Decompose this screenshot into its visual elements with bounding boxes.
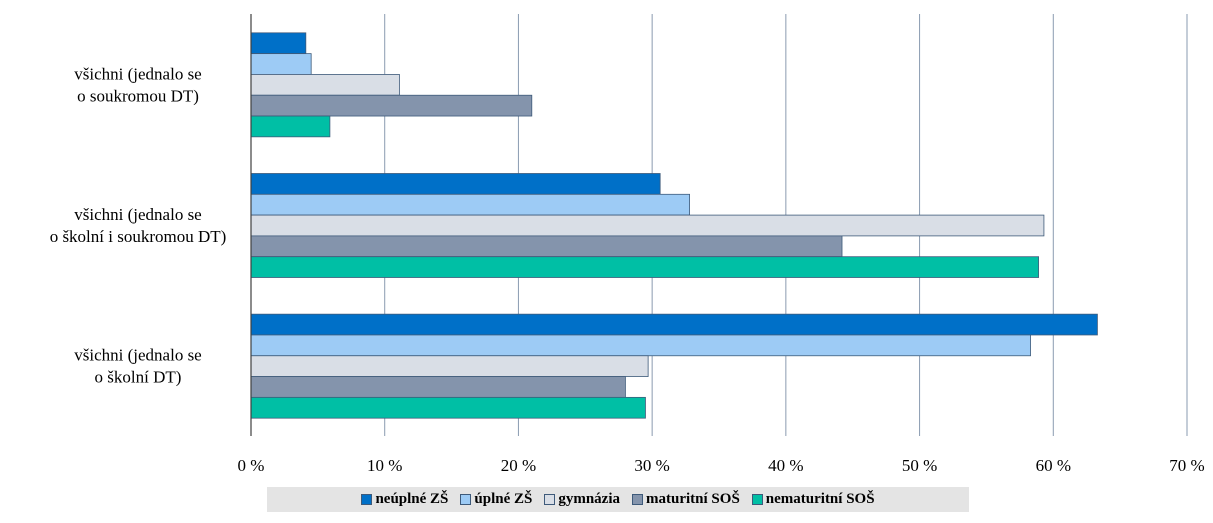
legend-swatch	[361, 494, 373, 505]
bar	[250, 334, 1031, 357]
legend-label: gymnázia	[558, 491, 621, 507]
category-label-line: o školní i soukromou DT)	[50, 227, 227, 246]
x-tick-label: 0 %	[238, 456, 265, 475]
legend-item: úplné ZŠ	[460, 491, 532, 508]
bar	[250, 94, 533, 117]
legend-swatch	[632, 494, 644, 505]
legend-label: úplné ZŠ	[474, 491, 533, 507]
x-tick-label: 10 %	[367, 456, 402, 475]
x-tick-label: 30 %	[634, 456, 669, 475]
bar	[250, 376, 626, 398]
bar	[250, 32, 307, 55]
bars	[250, 32, 1098, 419]
bar	[250, 396, 646, 419]
x-tick-label: 50 %	[902, 456, 937, 475]
legend-label: nematuritní SOŠ	[765, 491, 875, 507]
category-label-line: o školní DT)	[95, 368, 182, 387]
x-tick-label: 40 %	[768, 456, 803, 475]
x-tick-label: 60 %	[1036, 456, 1071, 475]
bar	[250, 53, 312, 75]
category-label-line: o soukromou DT)	[77, 86, 199, 105]
x-tick-labels: 0 % 10 % 20 % 30 % 40 % 50 % 60 % 70 %	[238, 456, 1205, 475]
category-label: všichni (jednalo se o školní i soukromou …	[50, 205, 227, 246]
legend-item: maturitní SOŠ	[632, 491, 740, 508]
category-label: všichni (jednalo se o soukromou DT)	[74, 64, 201, 105]
category-label-line: všichni (jednalo se	[74, 346, 201, 365]
legend-swatch	[460, 494, 472, 505]
bar	[250, 256, 1039, 278]
category-label: všichni (jednalo se o školní DT)	[74, 346, 201, 387]
category-labels: všichni (jednalo se o soukromou DT)všichn…	[50, 64, 227, 386]
bar	[250, 173, 661, 195]
legend-swatch	[544, 494, 556, 505]
x-tick-label: 70 %	[1169, 456, 1204, 475]
category-label-line: všichni (jednalo se	[74, 64, 201, 83]
legend-item: nematuritní SOŠ	[751, 491, 875, 508]
x-tick-label: 20 %	[501, 456, 536, 475]
legend-item: neúplné ZŠ	[361, 491, 448, 508]
bar-chart: všichni (jednalo se o soukromou DT)všichn…	[50, 14, 1205, 475]
legend-label: neúplné ZŠ	[375, 491, 449, 507]
bar	[250, 115, 331, 138]
legend: neúplné ZŠ úplné ZŠ gymnázia maturitní SOŠ n…	[267, 487, 969, 512]
legend-item: gymnázia	[544, 491, 620, 508]
bar	[250, 235, 843, 258]
bar	[250, 214, 1045, 237]
bar	[250, 193, 690, 216]
bar	[250, 355, 649, 377]
category-label-line: všichni (jednalo se	[74, 205, 201, 224]
legend-swatch	[751, 494, 763, 505]
bar	[250, 313, 1098, 336]
bar	[250, 74, 400, 96]
legend-label: maturitní SOŠ	[646, 491, 740, 507]
